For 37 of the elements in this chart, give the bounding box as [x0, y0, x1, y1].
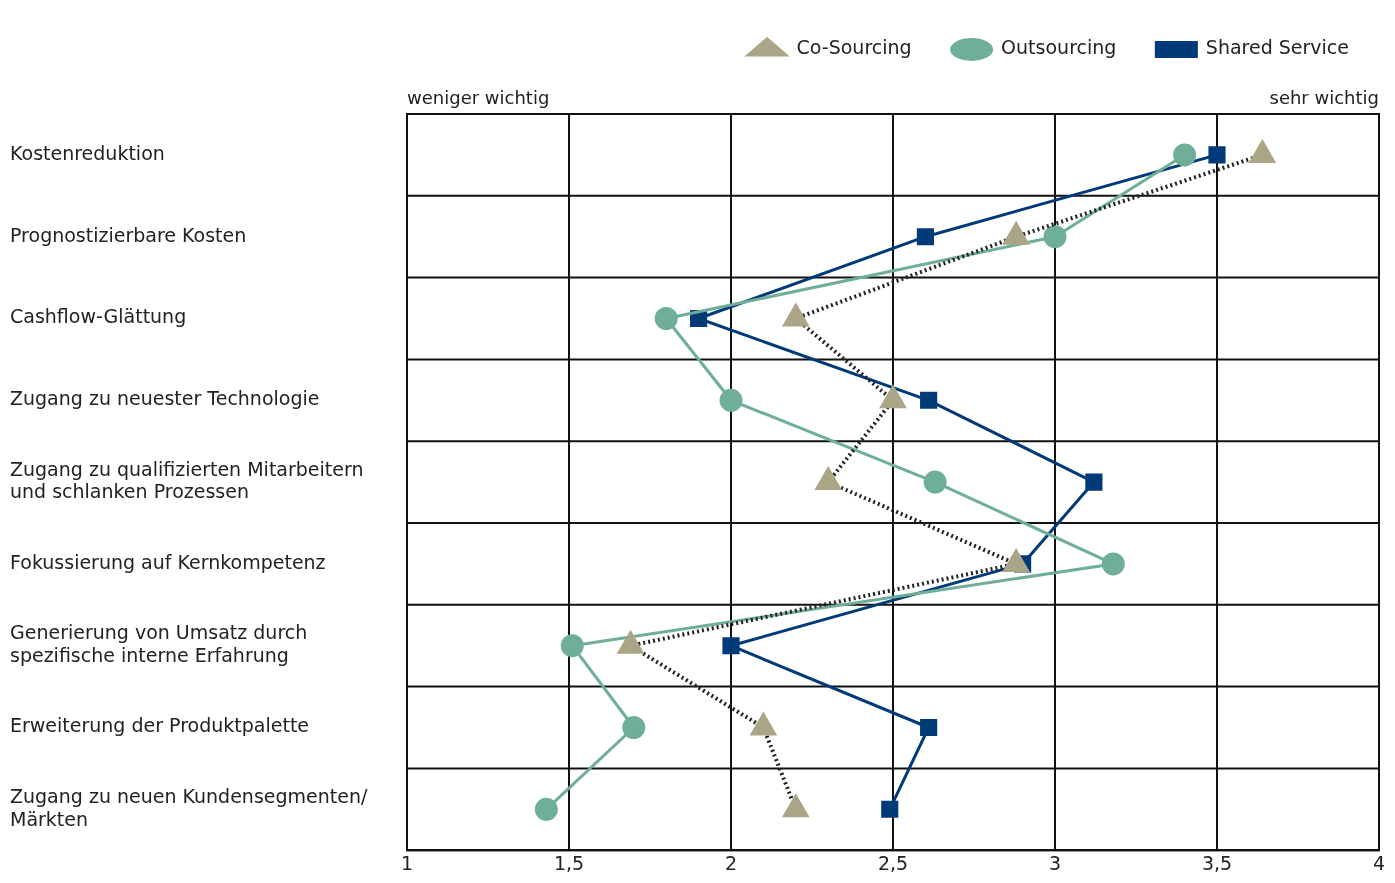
legend-label: Outsourcing [1001, 36, 1117, 59]
x-tick-label: 2 [724, 851, 738, 874]
point [923, 470, 947, 494]
x-tick-label: 1,5 [553, 851, 585, 874]
y-tick-label: Zugang zu neuester Technologie [10, 387, 320, 410]
y-tick-label: Prognostizierbare Kosten [10, 223, 247, 246]
point [534, 797, 558, 821]
x-tick-label: 3,5 [1201, 851, 1233, 874]
x-tick-label: 1 [400, 851, 414, 874]
point [916, 228, 934, 246]
x-tick-label: 3 [1048, 851, 1062, 874]
point [1085, 473, 1103, 491]
point [1101, 552, 1125, 576]
point [722, 637, 740, 655]
point [622, 716, 646, 739]
y-tick-label: Kostenreduktion [10, 141, 165, 164]
legend-label: Co-Sourcing [796, 36, 912, 59]
x-tick-label: 2,5 [877, 851, 909, 874]
point [654, 307, 678, 330]
point [1043, 225, 1067, 249]
y-tick-label: Erweiterung der Produktpalette [10, 714, 310, 737]
y-tick-label: Cashflow-Glättung [10, 305, 187, 328]
y-tick-label: Fokussierung auf Kernkompetenz [10, 550, 326, 573]
text: sehr wichtig [1269, 86, 1379, 108]
point [1208, 146, 1226, 164]
y-tick-label: Zugang zu neuen Kundensegmenten/ Märkten [10, 784, 368, 830]
point [881, 800, 899, 818]
point [920, 718, 938, 737]
y-tick-label: Generierung von Umsatz durch spezifische interne Erfahrung [10, 621, 308, 667]
legend-label: Shared Service [1205, 36, 1350, 59]
point [719, 388, 743, 412]
text: weniger wichtig [407, 86, 550, 108]
y-tick-label: Zugang zu qualifizierten Mitarbeitern und schlanken Prozessen [10, 457, 364, 503]
point [560, 634, 584, 658]
point [920, 391, 938, 409]
x-tick-label: 4 [1372, 851, 1386, 874]
point [1173, 143, 1197, 167]
